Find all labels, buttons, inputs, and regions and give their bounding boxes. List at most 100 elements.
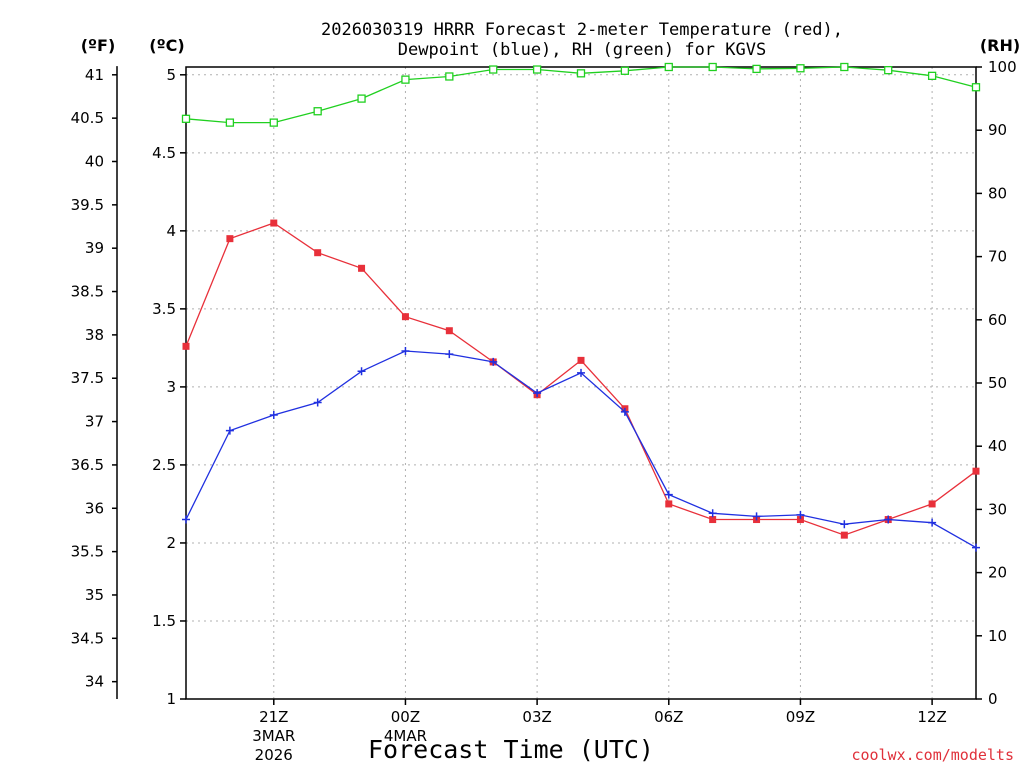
rh-point [752, 64, 761, 74]
rh-point [971, 83, 981, 92]
temperature-point [270, 219, 278, 227]
dewpoint-point [182, 515, 190, 524]
rh-point [664, 62, 673, 72]
dewpoint-point [664, 490, 673, 499]
temperature-point [840, 531, 848, 539]
temperature-point [928, 500, 936, 508]
temperature-point [358, 264, 366, 272]
rh-point [840, 62, 849, 72]
temperature-point [445, 327, 453, 335]
temperature-point [182, 342, 190, 350]
rh-tick-label: 20 [988, 564, 1007, 582]
rh-tick-label: 40 [988, 437, 1007, 455]
dewpoint-point [752, 512, 761, 521]
rh-point [225, 118, 235, 127]
x-tick-label: 21Z [259, 708, 288, 726]
chart-title-line-1: 2026030319 HRRR Forecast 2-meter Tempera… [321, 20, 843, 40]
dewpoint-point [577, 368, 585, 377]
fahrenheit-tick-label: 35 [85, 586, 104, 604]
temperature-point [709, 516, 717, 524]
credit-text: coolwx.com/modelts [851, 746, 1014, 764]
celsius-tick-label: 1.5 [152, 612, 176, 630]
grid [186, 67, 976, 700]
dewpoint-point [796, 510, 805, 519]
x-tick-label: 00Z [391, 708, 420, 726]
temperature-point [972, 467, 980, 475]
fahrenheit-tick-label: 40 [85, 152, 104, 170]
celsius-tick-label: 4 [166, 222, 176, 240]
celsius-tick-label: 4.5 [152, 144, 176, 162]
x-tick-label: 09Z [786, 708, 815, 726]
rh-tick-label: 60 [988, 311, 1007, 329]
dewpoint-point [269, 410, 278, 419]
rh-point [884, 66, 893, 75]
dewpoint-point [225, 426, 234, 435]
rh-point [181, 114, 191, 123]
rh-tick-label: 0 [988, 690, 998, 708]
rh-point [489, 65, 498, 74]
fahrenheit-tick-label: 39 [85, 239, 104, 257]
fahrenheit-tick-label: 35.5 [71, 543, 104, 561]
fahrenheit-tick-label: 39.5 [71, 196, 104, 214]
celsius-tick-label: 5 [166, 66, 176, 84]
rh-point [313, 107, 322, 116]
dewpoint-point [972, 543, 980, 552]
x-tick-label: 12Z [917, 708, 946, 726]
x-tick-label: 06Z [654, 708, 683, 726]
x-date-label: 4MAR [384, 727, 427, 745]
rh-tick-label: 30 [988, 500, 1007, 518]
rh-tick-label: 50 [988, 374, 1007, 392]
dewpoint-point [708, 509, 717, 518]
rh-tick-label: 70 [988, 248, 1007, 266]
fahrenheit-tick-label: 36.5 [71, 456, 104, 474]
dewpoint-point [313, 398, 322, 407]
rh-series [181, 62, 981, 127]
fahrenheit-tick-label: 38.5 [71, 283, 104, 301]
dewpoint-point [840, 520, 849, 529]
dewpoint-point [884, 515, 893, 524]
rh-point [401, 75, 410, 84]
celsius-unit-label: (ºC) [149, 36, 184, 55]
fahrenheit-tick-label: 38 [85, 326, 104, 344]
celsius-tick-label: 3 [166, 378, 176, 396]
dewpoint-series [182, 347, 980, 552]
temperature-point [796, 516, 804, 524]
rh-point [532, 65, 542, 74]
rh-point [927, 71, 937, 80]
axes [112, 66, 982, 705]
celsius-tick-label: 2 [166, 534, 176, 552]
plot-frame [185, 66, 977, 700]
rh-point [269, 118, 278, 127]
rh-point [620, 66, 630, 75]
fahrenheit-tick-label: 34.5 [71, 629, 104, 647]
fahrenheit-tick-label: 40.5 [71, 109, 104, 127]
rh-point [576, 69, 586, 78]
fahrenheit-tick-label: 41 [85, 66, 104, 84]
dewpoint-point [357, 367, 366, 376]
tick-labels: 1 1.5 2 2.5 3 3.5 4 4.5 5 34 34.5 35 35.5 36 36.5 37 37.… [71, 58, 1017, 764]
fahrenheit-tick-label: 37 [85, 413, 104, 431]
rh-tick-label: 100 [988, 58, 1017, 76]
rh-tick-label: 80 [988, 184, 1007, 202]
x-axis-title: Forecast Time (UTC) [368, 735, 654, 764]
rh-point [445, 72, 454, 81]
temperature-series [182, 219, 980, 539]
rh-point [357, 94, 366, 103]
rh-tick-label: 90 [988, 121, 1007, 139]
dewpoint-point [489, 357, 498, 366]
celsius-tick-label: 1 [166, 690, 176, 708]
celsius-tick-label: 2.5 [152, 456, 176, 474]
x-date-label: 3MAR [252, 727, 295, 745]
temperature-point [577, 356, 585, 364]
temperature-line [185, 222, 977, 536]
dewpoint-point [620, 407, 629, 416]
temperature-point [401, 313, 409, 321]
rh-tick-label: 10 [988, 627, 1007, 645]
temperature-point [226, 235, 234, 243]
dewpoint-point [533, 389, 542, 398]
fahrenheit-tick-label: 36 [85, 499, 104, 517]
rh-point [796, 64, 805, 73]
dewpoint-point [401, 347, 410, 356]
celsius-tick-label: 3.5 [152, 300, 176, 318]
